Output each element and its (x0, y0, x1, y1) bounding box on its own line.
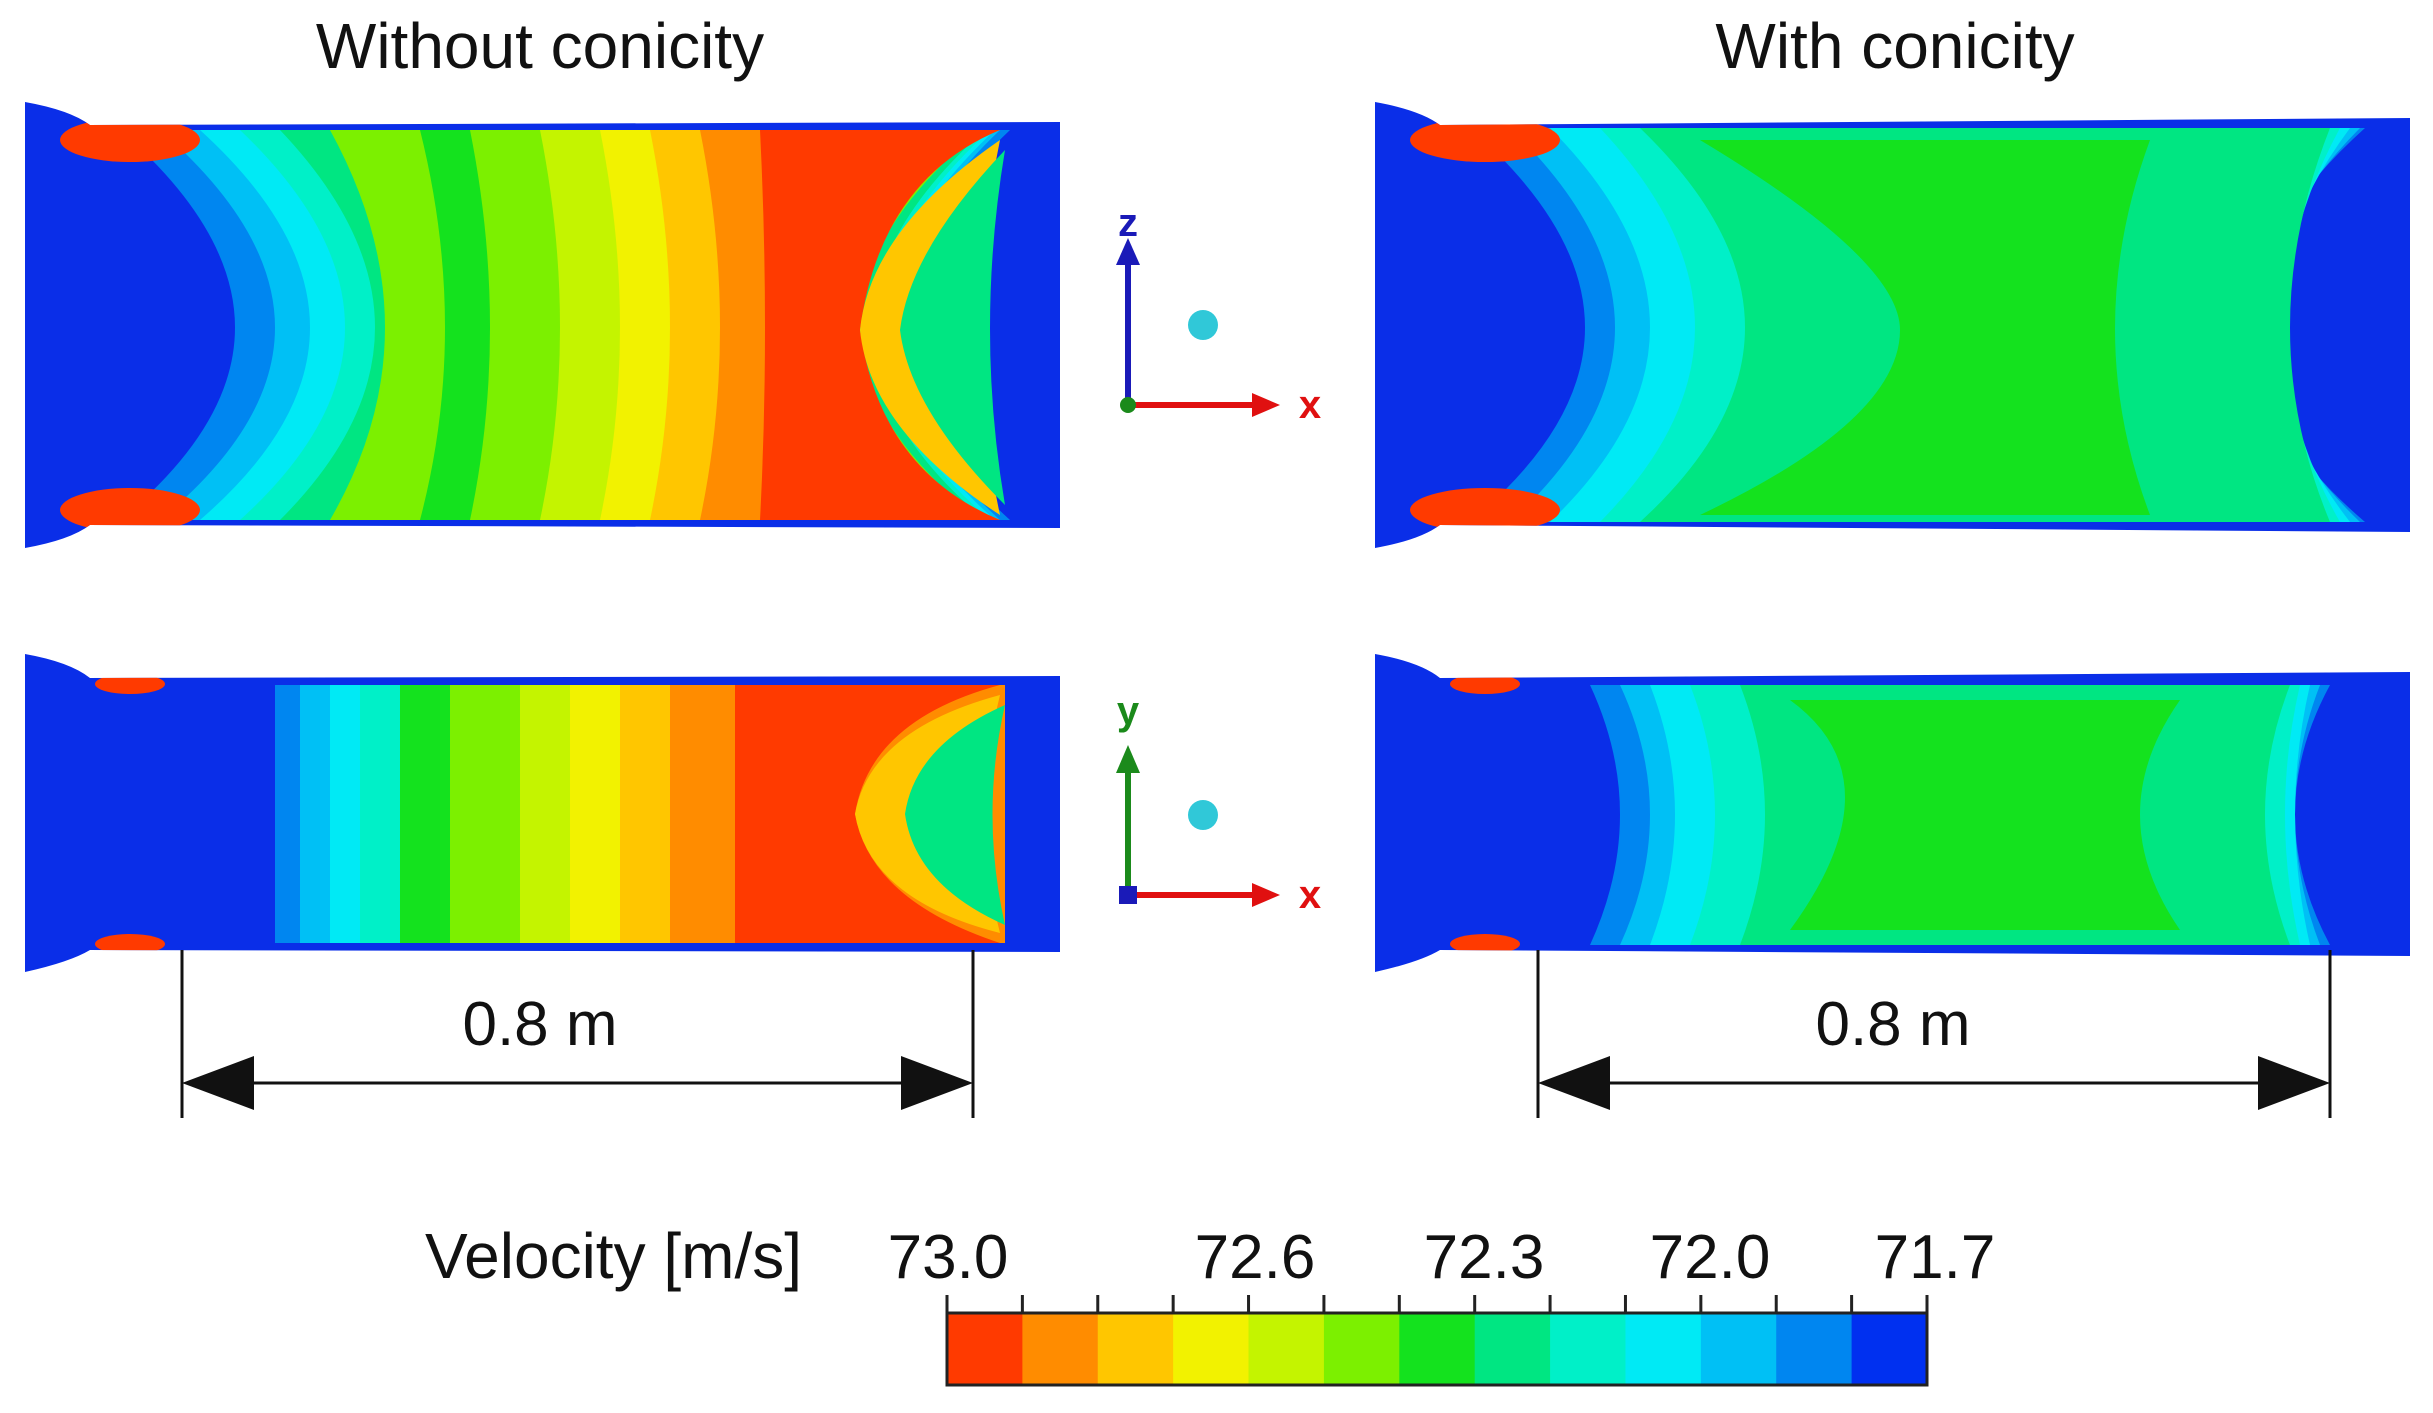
axis-bottom-vertical-label: y (1117, 689, 1140, 733)
legend-swatch (1474, 1313, 1551, 1385)
legend-swatch (1700, 1313, 1777, 1385)
legend-tick-label: 72.3 (1424, 1223, 1545, 1292)
legend-swatch (1323, 1313, 1400, 1385)
legend-title: Velocity [m/s] (425, 1220, 802, 1292)
legend-tick-labels: 73.0 72.6 72.3 72.0 71.7 (888, 1223, 1996, 1292)
legend-tick-label: 72.0 (1650, 1223, 1771, 1292)
legend-tick-label: 71.7 (1875, 1223, 1996, 1292)
axis-triad-bottom: y x (1116, 689, 1321, 917)
legend-swatch (1022, 1313, 1099, 1385)
right-panel-title: With conicity (1715, 10, 2074, 82)
contour-top-left (25, 102, 1060, 548)
legend-tick-label: 73.0 (888, 1223, 1009, 1292)
legend-swatch (1399, 1313, 1476, 1385)
dimension-right: 0.8 m (1536, 950, 2332, 1118)
legend-tick-label: 72.6 (1195, 1223, 1316, 1292)
legend-swatch (1173, 1313, 1250, 1385)
contour-bottom-right (1375, 654, 2410, 972)
velocity-legend: Velocity [m/s] 73.0 72.6 72.3 72.0 71.7 (425, 1220, 1996, 1387)
axis-top-horizontal-label: x (1299, 383, 1321, 427)
dimension-left-label: 0.8 m (462, 990, 617, 1059)
axis-triad-top: z x (1116, 201, 1321, 427)
axis-bottom-horizontal-label: x (1299, 873, 1321, 917)
legend-swatch (1776, 1313, 1853, 1385)
legend-swatch (1851, 1313, 1928, 1385)
legend-colorbar-border (945, 1311, 1929, 1387)
legend-swatch (1550, 1313, 1626, 1385)
contour-top-right (1375, 102, 2410, 548)
legend-colorbar (947, 1313, 1928, 1385)
contour-bottom-left (25, 654, 1060, 972)
left-panel-title: Without conicity (316, 10, 764, 82)
legend-swatch (1097, 1313, 1174, 1385)
axis-top-vertical-label: z (1118, 201, 1138, 245)
legend-swatch (947, 1313, 1023, 1385)
legend-tickmarks (945, 1295, 1929, 1313)
dimension-right-label: 0.8 m (1815, 990, 1970, 1059)
legend-swatch (1248, 1313, 1325, 1385)
dimension-left: 0.8 m (180, 950, 975, 1118)
legend-swatch (1625, 1313, 1702, 1385)
